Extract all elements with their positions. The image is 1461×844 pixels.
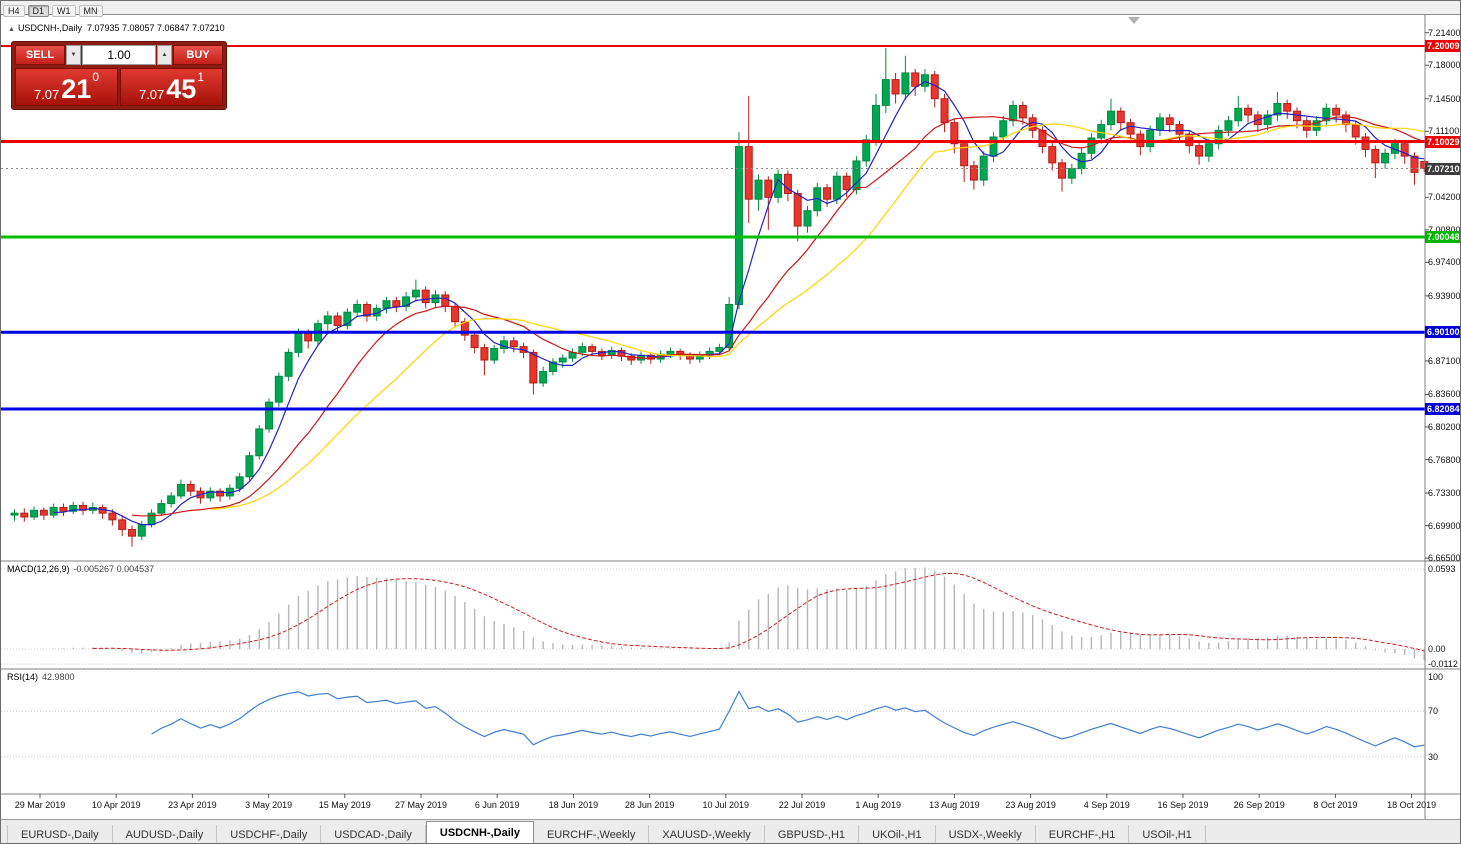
price-label: 6.83600 [1428,389,1461,400]
price-label: 6.87100 [1428,355,1461,366]
moving-average-line [210,123,1425,511]
price-label: 6.80200 [1428,422,1461,433]
price-badge: 6.90100 [1425,326,1460,339]
price-badge: 7.07210 [1425,162,1460,175]
tab-eurchf-h1[interactable]: EURCHF-,H1 [1036,825,1130,843]
date-label: 28 Jun 2019 [624,800,675,810]
date-label: 10 Apr 2019 [91,800,141,810]
price-label: 7.11100 [1428,126,1460,137]
volume-decrease-button[interactable]: ▼ [66,45,81,65]
price-label: 6.66500 [1428,553,1461,564]
date-label: 6 Jun 2019 [474,800,520,810]
macd-scale-label: -0.0112 [1428,659,1458,670]
date-label: 8 Oct 2019 [1313,800,1358,810]
buy-price-pips: 45 [166,74,197,104]
macd-histogram [23,567,1425,661]
timeframe-toolbar: H4 D1 W1 MN [1,1,1460,17]
chart-title: ▲ USDCNH-,Daily 7.07935 7.08057 7.06847 7.… [8,23,225,33]
date-label: 15 May 2019 [318,800,371,810]
date-label: 29 Mar 2019 [14,800,66,810]
rsi-scale-label: 30 [1428,751,1439,762]
sell-price-pips: 21 [61,74,92,104]
tab-audusd-daily[interactable]: AUDUSD-,Daily [113,825,218,843]
macd-scale-label: 0.0593 [1428,564,1456,574]
date-label: 23 Aug 2019 [1005,800,1056,810]
price-badge: 7.20009 [1425,40,1460,52]
macd-indicator-label: MACD(12,26,9) -0.005267 0.004537 [7,564,155,574]
buy-price-button[interactable]: 7.07 45 1 [120,68,223,106]
tab-xauusd-weekly[interactable]: XAUUSD-,Weekly [649,825,765,843]
date-label: 23 Apr 2019 [168,800,217,810]
price-label: 6.69900 [1428,520,1461,531]
price-label: 7.18000 [1428,60,1461,71]
price-label: 7.21400 [1428,27,1461,38]
chevron-down-icon: ▼ [70,52,77,58]
volume-increase-button[interactable]: ▲ [157,45,172,65]
tab-usdcad-daily[interactable]: USDCAD-,Daily [321,825,426,843]
tab-eurusd-daily[interactable]: EURUSD-,Daily [7,825,113,843]
rsi-scale-label: 100 [1428,672,1444,682]
tab-ukoil-h1[interactable]: UKOil-,H1 [859,825,936,843]
date-label: 18 Jun 2019 [548,800,599,810]
date-label: 1 Aug 2019 [855,800,901,810]
date-label: 22 Jul 2019 [778,800,826,810]
chart-symbol-label: USDCNH-,Daily [17,23,82,33]
chart-shift-marker-icon [1128,17,1140,24]
macd-signal-line [92,572,1425,652]
timeframe-button-mn[interactable]: MN [78,5,103,17]
moving-average-line [131,116,1425,517]
timeframe-button-h4[interactable]: H4 [3,5,25,17]
tab-usdchf-daily[interactable]: USDCHF-,Daily [217,825,322,843]
date-label: 4 Sep 2019 [1083,800,1130,810]
chevron-up-icon: ▲ [161,52,168,58]
sell-price-point: 0 [92,70,100,84]
sell-price-button[interactable]: 7.07 21 0 [15,68,118,106]
date-label: 3 May 2019 [245,800,293,810]
tab-eurchf-weekly[interactable]: EURCHF-,Weekly [534,825,650,843]
date-label: 10 Jul 2019 [702,800,750,810]
price-label: 6.76800 [1428,454,1461,465]
rsi-scale-label: 70 [1428,706,1439,717]
chart-tabs-bar: EURUSD-,Daily AUDUSD-,Daily USDCHF-,Daily U… [1,819,1460,843]
macd-scale-label: 0.00 [1428,644,1446,654]
price-label: 7.14500 [1428,93,1461,104]
price-label: 7.04200 [1428,192,1461,203]
rsi-line [151,690,1425,748]
one-click-trade-panel: SELL ▼ ▲ BUY 7.07 21 0 7.07 45 1 [11,41,227,110]
tab-usoil-h1[interactable]: USOil-,H1 [1129,825,1206,843]
tab-usdcnh-daily[interactable]: USDCNH-,Daily [425,821,534,843]
chart-title-marker-icon: ▲ [8,26,15,33]
date-label: 26 Sep 2019 [1233,800,1285,810]
sell-price-base: 7.07 [33,87,60,102]
price-badge: 6.82084 [1425,402,1460,415]
sell-button[interactable]: SELL [15,45,65,65]
date-label: 18 Oct 2019 [1387,800,1437,810]
price-badge: 7.00048 [1425,231,1460,244]
volume-input[interactable] [82,45,156,65]
buy-price-point: 1 [197,70,205,84]
date-label: 27 May 2019 [394,800,448,810]
tab-gbpusd-h1[interactable]: GBPUSD-,H1 [765,825,860,843]
price-badge: 7.10029 [1425,135,1460,148]
rsi-indicator-label: RSI(14) 42.9800 [7,672,75,682]
chart-ohlc-values: 7.07935 7.08057 7.06847 7.07210 [86,23,225,33]
tab-usdx-weekly[interactable]: USDX-,Weekly [936,825,1036,843]
price-label: 6.97400 [1428,257,1461,268]
date-label: 13 Aug 2019 [929,800,980,810]
date-label: 16 Sep 2019 [1157,800,1209,810]
price-label: 6.93900 [1428,290,1461,301]
price-label: 6.73300 [1428,488,1461,499]
price-label: 7.00800 [1428,224,1461,235]
timeframe-button-d1[interactable]: D1 [27,5,50,17]
timeframe-button-w1[interactable]: W1 [52,5,76,17]
buy-button[interactable]: BUY [173,45,223,65]
buy-price-base: 7.07 [138,87,165,102]
